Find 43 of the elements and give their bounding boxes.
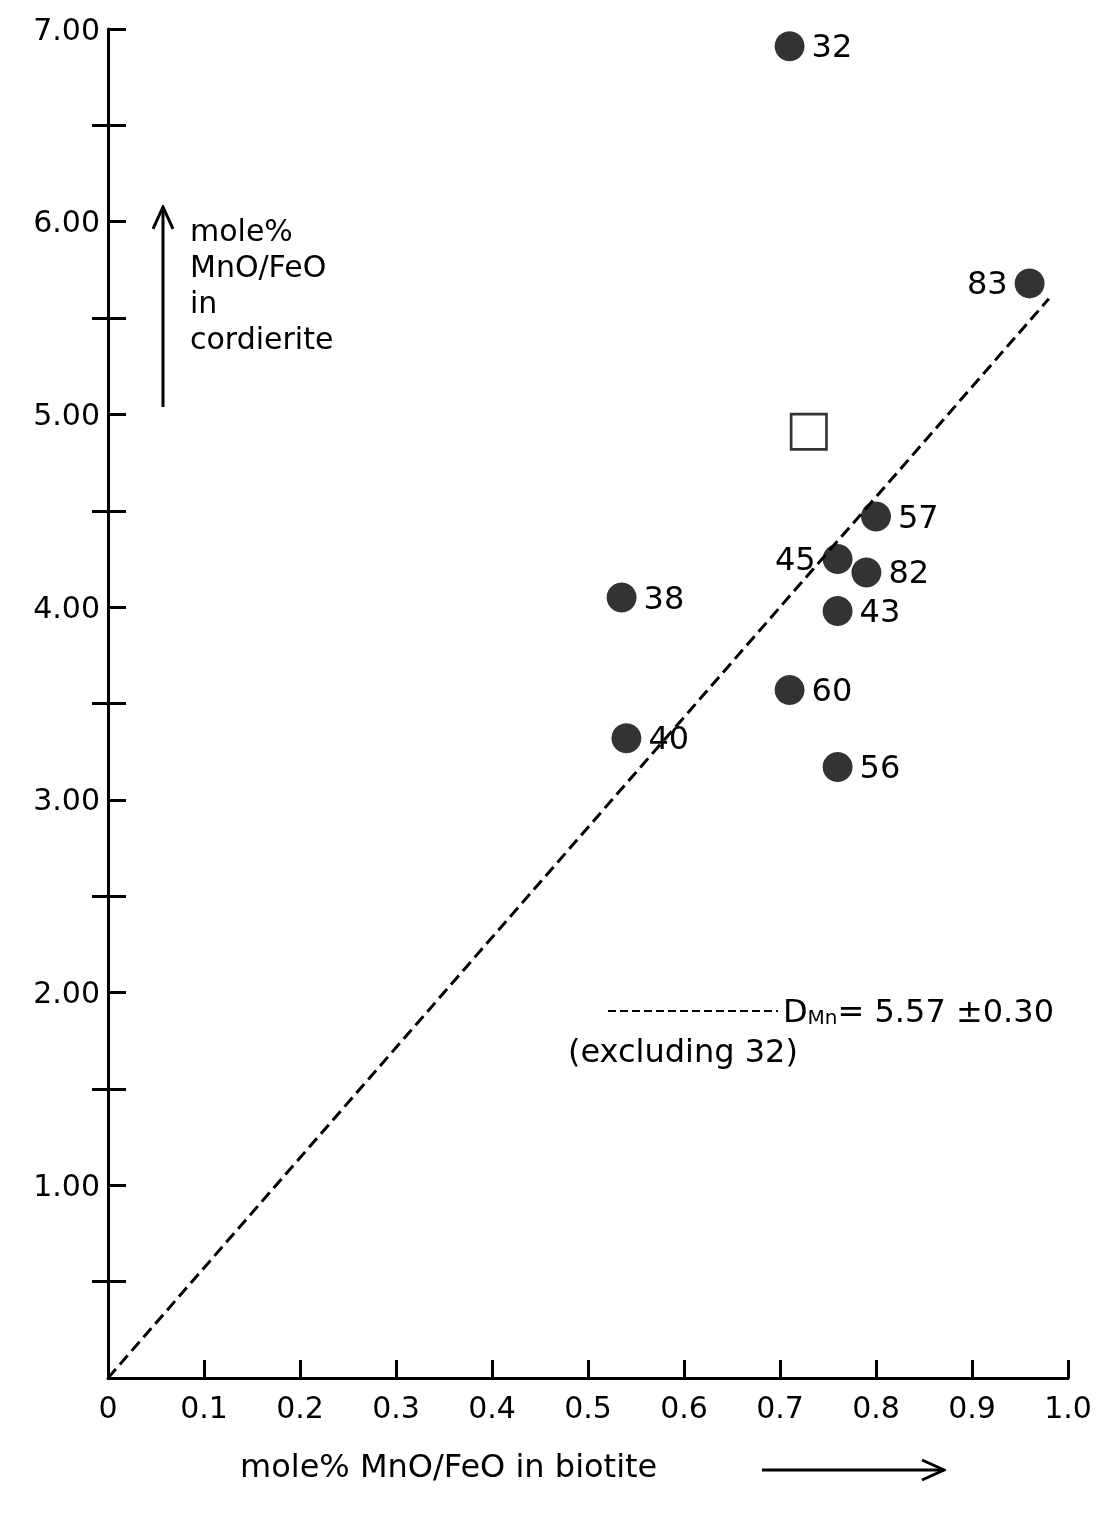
x-tick-label: 0.6 xyxy=(660,1389,708,1425)
x-tick-label: 0.5 xyxy=(564,1389,612,1425)
annotation: 40 xyxy=(648,719,690,758)
y-tick-label: 6.00 xyxy=(33,204,100,240)
x-tick-label: 0.3 xyxy=(372,1389,420,1425)
x-axis-title: mole% MnO/FeO in biotite xyxy=(240,1447,658,1485)
point xyxy=(774,675,805,705)
annotation: 38 xyxy=(643,578,685,617)
x-tick-label: 0.7 xyxy=(756,1389,804,1425)
annotation: (excluding 32) xyxy=(568,1032,798,1070)
y-axis-title: mole% MnO/FeO in cordierite xyxy=(190,212,334,356)
annotation: 45 xyxy=(774,539,816,578)
y-tick-label: 5.00 xyxy=(33,396,100,432)
point xyxy=(822,752,853,783)
x-tick-label: 0.4 xyxy=(468,1389,516,1425)
y-tick-label: 3.00 xyxy=(33,782,100,818)
point xyxy=(789,412,828,451)
point xyxy=(822,543,853,574)
annotation: 57 xyxy=(898,497,939,536)
text: DMn= 5.57 ±0.30 xyxy=(782,992,1054,1030)
y-tick-label: 7.00 xyxy=(33,11,100,47)
point xyxy=(606,582,637,613)
point xyxy=(851,557,882,588)
annotation: 83 xyxy=(966,264,1008,303)
annotation: 60 xyxy=(811,671,853,710)
annotation: 43 xyxy=(859,592,901,630)
x-tick-label: 0 xyxy=(98,1389,118,1425)
x-tick-label: 0.2 xyxy=(276,1389,324,1425)
point xyxy=(611,723,642,754)
y-tick-label: 1.00 xyxy=(33,1167,100,1203)
x-tick-label: 0.8 xyxy=(852,1389,900,1425)
x-tick-label: 0.9 xyxy=(948,1389,996,1425)
x-tick-label: 1.0 xyxy=(1044,1389,1092,1425)
y-tick-label: 4.00 xyxy=(33,589,100,625)
point xyxy=(1014,268,1045,299)
x-tick-label: 0.1 xyxy=(180,1389,228,1425)
y-tick-label: 2.00 xyxy=(33,975,100,1011)
point xyxy=(822,596,853,626)
annotation: 32 xyxy=(811,27,853,66)
annotation: 56 xyxy=(859,748,901,787)
point xyxy=(861,501,891,532)
annotation: 82 xyxy=(888,553,930,592)
point xyxy=(774,31,805,62)
